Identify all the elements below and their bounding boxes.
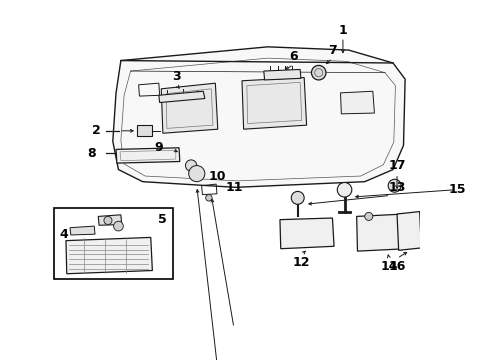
Circle shape <box>113 221 123 231</box>
Text: 1: 1 <box>338 24 346 37</box>
Circle shape <box>104 216 112 225</box>
Circle shape <box>387 179 400 192</box>
Text: 13: 13 <box>387 181 405 194</box>
Polygon shape <box>263 69 300 80</box>
Text: 11: 11 <box>224 181 242 194</box>
Circle shape <box>291 192 304 204</box>
Text: 16: 16 <box>387 260 405 273</box>
Text: 3: 3 <box>172 70 181 83</box>
Text: 9: 9 <box>154 141 163 154</box>
Polygon shape <box>161 83 217 133</box>
Text: 15: 15 <box>448 183 466 196</box>
Polygon shape <box>66 237 152 274</box>
Polygon shape <box>159 91 204 103</box>
Bar <box>54 208 173 279</box>
Text: 6: 6 <box>289 50 297 63</box>
Polygon shape <box>280 218 333 249</box>
Polygon shape <box>242 77 306 129</box>
Text: 2: 2 <box>92 124 101 137</box>
Polygon shape <box>70 226 95 235</box>
Text: 17: 17 <box>387 159 405 172</box>
Text: 14: 14 <box>380 260 397 273</box>
Circle shape <box>205 195 212 201</box>
Text: 12: 12 <box>292 256 310 269</box>
Circle shape <box>188 166 204 182</box>
Polygon shape <box>98 215 122 225</box>
Polygon shape <box>340 91 374 114</box>
Polygon shape <box>113 47 404 187</box>
Polygon shape <box>356 214 406 251</box>
Text: 10: 10 <box>208 170 225 183</box>
Bar <box>137 125 151 136</box>
Polygon shape <box>116 148 180 163</box>
Circle shape <box>364 212 372 220</box>
Circle shape <box>337 183 351 197</box>
Circle shape <box>185 160 196 171</box>
Text: 8: 8 <box>87 147 96 160</box>
Text: 7: 7 <box>327 44 336 57</box>
Circle shape <box>311 66 325 80</box>
Text: 4: 4 <box>59 228 68 241</box>
Polygon shape <box>396 212 420 250</box>
Text: 5: 5 <box>158 213 167 226</box>
